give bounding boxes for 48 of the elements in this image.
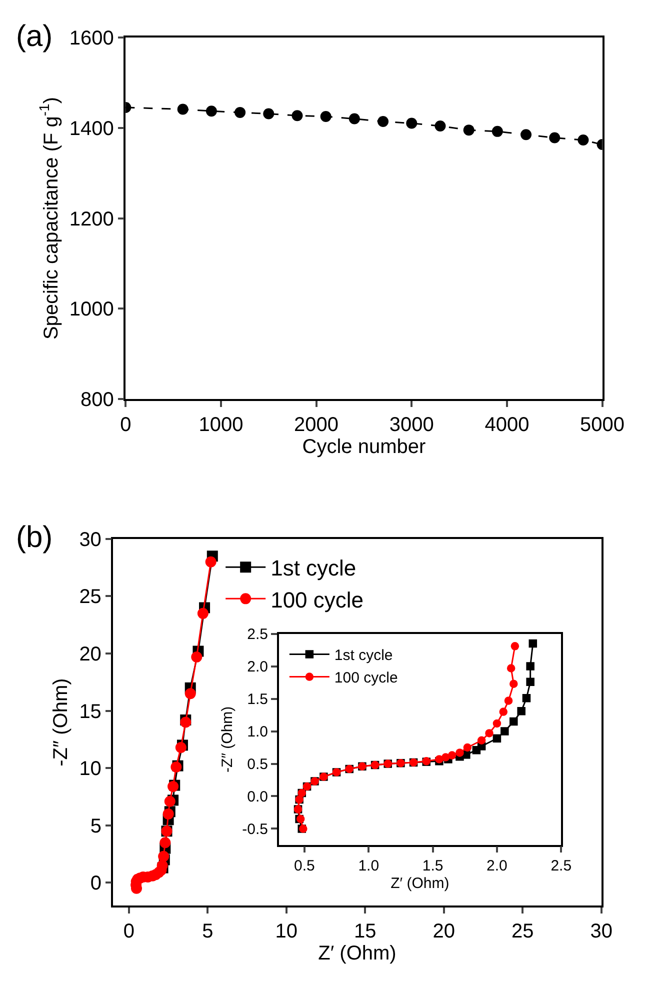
y-tick-label: 1.5 bbox=[247, 691, 268, 708]
x-tick-label: 2.0 bbox=[486, 858, 508, 875]
y-tick-label: 1200 bbox=[69, 208, 114, 230]
x-tick-label: 5000 bbox=[580, 414, 625, 436]
x-tick-label: 15 bbox=[354, 920, 376, 942]
legend-label: 100 cycle bbox=[334, 670, 398, 687]
x-axis-title: Z′ (Ohm) bbox=[390, 875, 450, 892]
x-tick-label: 20 bbox=[432, 920, 455, 942]
x-axis-title: Z′ (Ohm) bbox=[318, 942, 396, 964]
y-tick-label: 2.5 bbox=[247, 626, 268, 644]
x-tick-label: 0 bbox=[123, 920, 135, 942]
y-tick-label: 0 bbox=[90, 872, 102, 895]
y-tick-label: 1000 bbox=[69, 298, 114, 321]
y-tick-label: 1.0 bbox=[247, 724, 268, 741]
y-tick-label: 5 bbox=[90, 815, 102, 838]
legend-label: 1st cycle bbox=[270, 556, 356, 581]
y-tick-label: 30 bbox=[79, 528, 102, 551]
x-axis-title: Cycle number bbox=[302, 436, 426, 458]
y-tick-label: 0.0 bbox=[247, 788, 268, 806]
text: (b) bbox=[16, 521, 53, 554]
x-tick-label: 2000 bbox=[294, 414, 339, 436]
y-tick-label: -0.5 bbox=[242, 820, 268, 838]
x-tick-label: 4000 bbox=[484, 414, 530, 436]
text: (a) bbox=[16, 20, 53, 53]
x-tick-label: 30 bbox=[590, 920, 612, 942]
legend-label: 100 cycle bbox=[270, 587, 364, 612]
y-tick-label: 15 bbox=[79, 700, 102, 723]
y-tick-label: 10 bbox=[79, 758, 102, 780]
y-tick-label: 20 bbox=[79, 644, 102, 666]
x-tick-label: 1000 bbox=[198, 414, 244, 436]
y-axis-title: -Z″ (Ohm) bbox=[218, 706, 236, 772]
y-axis-title: -Z″ (Ohm) bbox=[50, 678, 72, 766]
x-tick-label: 10 bbox=[275, 920, 298, 942]
x-tick-label: 25 bbox=[511, 920, 534, 942]
x-tick-label: 0.5 bbox=[294, 858, 315, 875]
legend-label: 1st cycle bbox=[334, 647, 393, 664]
y-tick-label: 1600 bbox=[69, 27, 114, 50]
y-tick-label: 0.5 bbox=[247, 756, 268, 774]
x-tick-label: 1.5 bbox=[422, 858, 444, 875]
y-tick-label: 2.0 bbox=[247, 658, 268, 676]
y-tick-label: 25 bbox=[79, 586, 102, 608]
x-tick-label: 1.0 bbox=[358, 858, 380, 875]
x-tick-label: 0 bbox=[120, 414, 132, 436]
y-tick-label: 800 bbox=[80, 389, 114, 412]
x-tick-label: 2.5 bbox=[550, 858, 572, 875]
x-tick-label: 5 bbox=[202, 920, 214, 942]
x-tick-label: 3000 bbox=[389, 414, 434, 436]
y-tick-label: 1400 bbox=[69, 118, 114, 140]
